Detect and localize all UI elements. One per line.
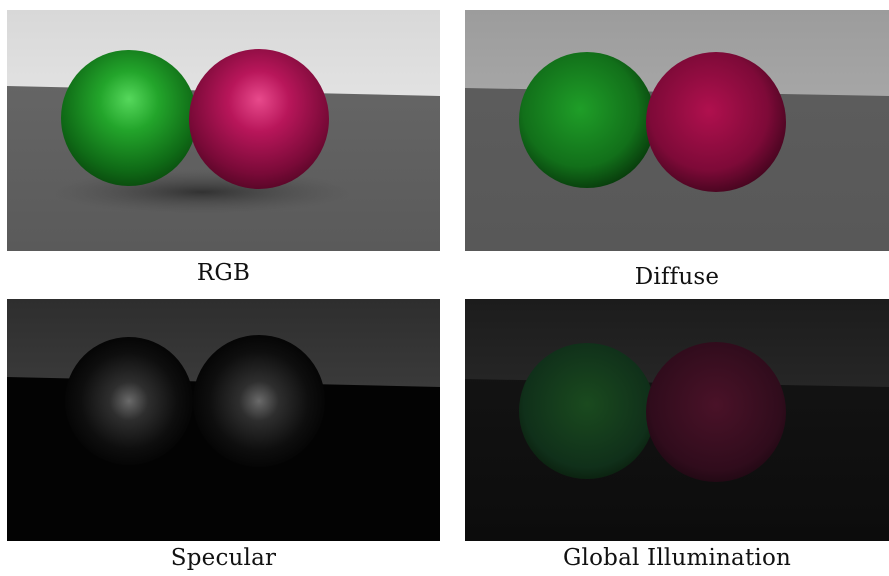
diffuse-render-image <box>465 10 889 251</box>
caption-specular: Specular <box>170 545 277 571</box>
global-illumination-render-image <box>465 299 889 541</box>
rgb-render-image <box>7 10 440 251</box>
caption-rgb: RGB <box>196 260 251 286</box>
specular-render-image <box>7 299 440 541</box>
caption-global-illumination: Global Illumination <box>562 545 792 571</box>
caption-diffuse: Diffuse <box>634 264 720 290</box>
